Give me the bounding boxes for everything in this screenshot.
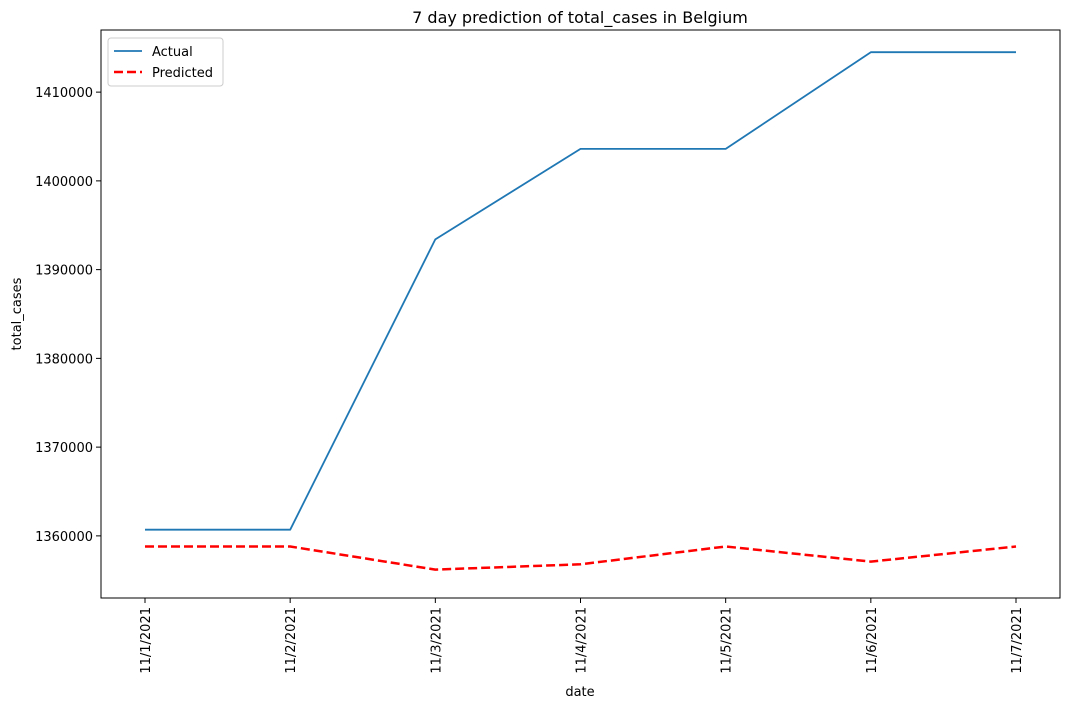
y-tick-label: 1370000 bbox=[35, 441, 93, 456]
plot-area bbox=[100, 29, 1061, 599]
x-axis-label: date bbox=[565, 685, 594, 700]
legend: Actual Predicted bbox=[107, 37, 224, 87]
y-tick-label: 1390000 bbox=[35, 264, 93, 279]
y-tick-label: 1360000 bbox=[35, 530, 93, 545]
legend-label: Predicted bbox=[152, 66, 213, 81]
x-tick-label: 11/2/2021 bbox=[284, 607, 299, 674]
chart-title: 7 day prediction of total_cases in Belgi… bbox=[412, 8, 748, 28]
series-line-actual bbox=[145, 51, 1016, 531]
y-tick-label: 1400000 bbox=[35, 175, 93, 190]
y-tick-label: 1380000 bbox=[35, 352, 93, 367]
x-tick-label: 11/3/2021 bbox=[429, 607, 444, 674]
x-tick-label: 11/5/2021 bbox=[720, 607, 735, 674]
y-tick-label: 1410000 bbox=[35, 86, 93, 101]
x-axis: 11/1/2021 11/2/2021 11/3/2021 11/4/2021 11/5… bbox=[139, 598, 1025, 674]
x-tick-label: 11/7/2021 bbox=[1010, 607, 1025, 674]
y-axis-label: total_cases bbox=[10, 277, 25, 350]
series-line-predicted bbox=[145, 545, 1017, 571]
x-tick-label: 11/4/2021 bbox=[575, 607, 590, 674]
y-axis: 1360000 1370000 1380000 1390000 1400000 14100… bbox=[35, 86, 101, 545]
x-tick-label: 11/1/2021 bbox=[139, 607, 154, 674]
legend-label: Actual bbox=[152, 45, 193, 60]
series-layer bbox=[144, 51, 1017, 571]
x-tick-label: 11/6/2021 bbox=[865, 607, 880, 674]
legend-box bbox=[107, 37, 224, 87]
